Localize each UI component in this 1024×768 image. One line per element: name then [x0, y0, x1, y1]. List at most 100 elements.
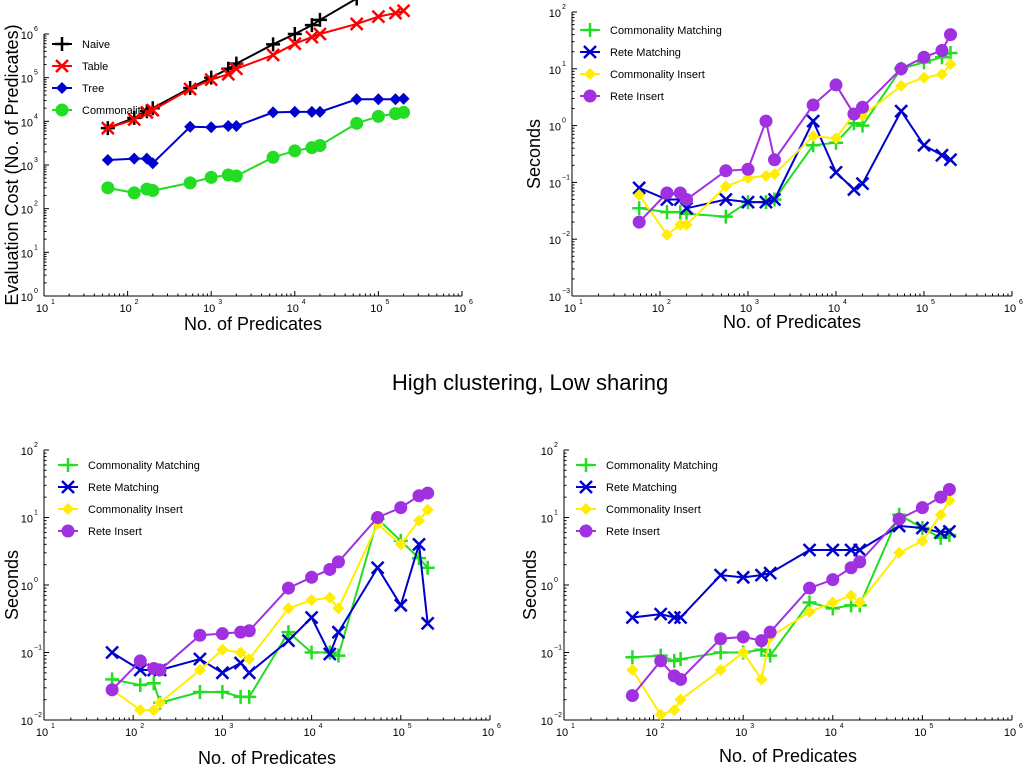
data-point	[331, 625, 346, 640]
data-point	[845, 589, 858, 602]
data-point	[935, 68, 948, 81]
data-point	[145, 103, 160, 118]
data-point	[653, 607, 668, 622]
data-point	[917, 50, 931, 64]
data-point	[894, 104, 909, 118]
data-point	[304, 18, 319, 33]
data-point	[322, 647, 337, 661]
data-point	[134, 704, 147, 717]
data-point	[128, 152, 141, 165]
y-tick-exponent: −3	[562, 288, 570, 295]
data-point	[312, 12, 327, 27]
y-tick-exponent: 0	[34, 577, 38, 584]
x-tick-label: 10	[652, 303, 664, 315]
data-point	[894, 62, 908, 76]
x-tick-label: 10	[825, 727, 837, 739]
legend-marker	[55, 103, 69, 117]
legend-label: Commonality Matching	[606, 460, 718, 472]
series-commonality	[101, 105, 411, 200]
x-tick-exponent: 1	[579, 299, 583, 306]
x-tick-label: 10	[916, 303, 928, 315]
data-point	[184, 120, 197, 133]
data-point	[153, 663, 167, 677]
data-point	[193, 628, 207, 642]
legend-marker	[579, 524, 593, 538]
x-tick-exponent: 6	[469, 299, 473, 306]
data-point	[216, 643, 229, 656]
data-point	[829, 78, 843, 92]
x-tick-label: 10	[556, 727, 568, 739]
data-point	[759, 114, 773, 128]
data-point	[287, 36, 302, 51]
y-axis-title: Seconds	[2, 550, 22, 620]
x-tick-label: 10	[214, 727, 226, 739]
legend-marker	[583, 23, 597, 37]
data-point	[943, 28, 957, 42]
x-tick-exponent: 6	[497, 723, 501, 730]
legend: Commonality Matching Rete Matching Commona…	[576, 458, 718, 538]
y-tick-exponent: 0	[562, 118, 566, 125]
legend-label: Rete Matching	[610, 47, 681, 59]
x-tick-label: 10	[36, 303, 48, 315]
y-tick-label: 10	[21, 716, 33, 728]
data-point	[807, 130, 820, 143]
data-point	[288, 105, 301, 118]
data-point	[242, 624, 256, 638]
y-axis-title: Evaluation Cost (No. of Predicates)	[2, 24, 22, 305]
data-point	[944, 58, 957, 71]
y-tick-label: 10	[21, 161, 33, 173]
data-point	[673, 205, 688, 220]
data-point	[146, 157, 159, 170]
x-tick-label: 10	[370, 303, 382, 315]
data-point	[127, 186, 141, 200]
y-tick-label: 10	[541, 514, 553, 526]
x-tick-exponent: 3	[229, 723, 233, 730]
data-point	[147, 704, 160, 717]
x-axis-title: No. of Predicates	[723, 312, 861, 332]
series-line	[631, 499, 951, 716]
x-tick-label: 10	[303, 727, 315, 739]
data-point	[915, 521, 930, 535]
data-point	[372, 93, 385, 106]
data-point	[741, 195, 755, 209]
y-tick-label: 10	[549, 122, 561, 134]
y-tick-exponent: 6	[34, 26, 38, 33]
x-tick-label: 10	[1004, 303, 1016, 315]
data-point	[304, 610, 319, 625]
data-point	[759, 169, 772, 182]
data-point	[768, 168, 781, 181]
data-point	[855, 100, 869, 114]
data-point	[718, 209, 733, 224]
x-axis-title: No. of Predicates	[719, 746, 857, 766]
data-point	[266, 48, 280, 62]
x-tick-exponent: 1	[51, 723, 55, 730]
legend-label: Commonality Matching	[610, 25, 722, 37]
data-point	[679, 192, 693, 206]
x-tick-label: 10	[393, 727, 405, 739]
data-point	[632, 181, 647, 195]
data-point	[855, 176, 870, 191]
y-tick-label: 10	[541, 446, 553, 458]
data-point	[737, 646, 750, 659]
data-point	[673, 610, 688, 625]
data-point	[673, 652, 688, 667]
data-point	[852, 543, 867, 557]
data-point	[204, 72, 219, 87]
x-tick-label: 10	[454, 303, 466, 315]
x-tick-exponent: 4	[302, 299, 306, 306]
data-point	[397, 105, 411, 119]
data-point	[668, 704, 681, 717]
series-rete-insert	[105, 486, 435, 697]
series-rete-matching	[625, 519, 957, 625]
data-point	[304, 30, 319, 44]
legend: Naive Table Tree Commonality	[52, 37, 147, 117]
y-tick-exponent: 1	[562, 61, 566, 68]
data-point	[917, 138, 931, 153]
data-point	[625, 689, 639, 703]
legend-marker	[583, 89, 597, 103]
legend-label: Tree	[82, 83, 104, 95]
y-tick-exponent: 2	[562, 4, 566, 11]
data-point	[355, 0, 358, 6]
x-tick-label: 10	[740, 303, 752, 315]
